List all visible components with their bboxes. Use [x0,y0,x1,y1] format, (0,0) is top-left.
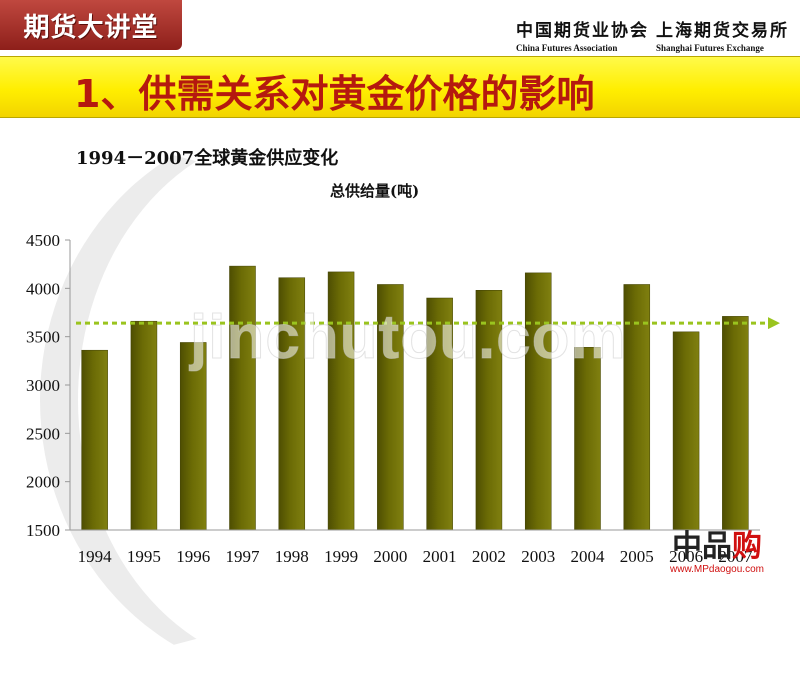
average-line-arrow [768,317,780,330]
slide-title: 1、供需关系对黄金价格的影响 [74,72,595,116]
y-tick-label: 1500 [26,521,60,540]
x-axis: 1994 1995 1996 1997 1998 1999 2000 2001 2002 2003… [70,529,760,566]
assoc2-en: Shanghai Futures Exchange [656,43,764,53]
bar-2002 [475,290,503,531]
x-tick-label: 2003 [521,547,555,566]
lecture-badge-text: 期货大讲堂 [23,12,159,43]
x-tick-label: 2006 [669,547,703,566]
bar-2001 [426,297,453,531]
y-tick-label: 3500 [26,328,60,347]
assoc1-en: China Futures Association [516,43,618,53]
x-tick-label: 2000 [373,547,407,566]
series-title: 总供给量(吨) [330,182,420,200]
x-tick-label: 2007 [718,547,753,566]
x-tick-label: 2001 [423,547,457,566]
watermark: jinchutou.com [190,303,627,373]
bar-2000 [377,284,404,531]
lecture-badge: 期货大讲堂 [0,0,182,50]
average-line-group [76,317,780,330]
bars-group [81,265,749,531]
shop-brand: 中品购 [654,530,780,564]
shop-url: www.MPdaogou.com [670,564,764,575]
bar-1996 [179,342,207,531]
y-tick-label: 3000 [26,376,60,395]
x-tick-label: 1994 [78,547,113,566]
bar-2005 [623,284,651,531]
bar-1999 [327,271,355,531]
bar-1997 [229,265,256,531]
x-tick-label: 2004 [571,547,606,566]
x-tick-label: 2005 [620,547,654,566]
bar-1998 [278,277,306,531]
assoc2-cn: 上海期货交易所 [656,21,789,41]
china-futures-association-logo: 中国期货业协会 China Futures Association [516,16,649,53]
slide-title-bar: 1、供需关系对黄金价格的影响 [0,56,800,118]
shop-logo: 中品购 www.MPdaogou.com [654,530,780,580]
bar-2006 [672,331,700,531]
x-tick-label: 1995 [127,547,161,566]
assoc1-cn: 中国期货业协会 [516,21,649,41]
bar-2003 [524,272,552,531]
shop-brand-a: 中品 [672,529,732,564]
bar-2007 [722,316,749,531]
shop-brand-b: 购 [732,529,762,564]
x-tick-label: 1999 [324,547,358,566]
y-tick-label: 2500 [26,424,60,443]
y-axis: 1500 2000 2500 3000 3500 4000 4500 [26,231,71,540]
bar-1995 [130,320,158,531]
bar-1994 [81,349,108,531]
x-tick-label: 1996 [176,547,210,566]
shanghai-futures-exchange-logo: 上海期货交易所 Shanghai Futures Exchange [656,16,789,53]
x-tick-label: 1997 [226,547,261,566]
y-tick-label: 4000 [26,279,60,298]
x-tick-label: 2002 [472,547,506,566]
y-tick-label: 4500 [26,231,60,250]
y-tick-label: 2000 [26,473,60,492]
bar-2004 [574,347,601,531]
chart-title: 1994－2007全球黄金供应变化 [76,148,339,169]
x-tick-label: 1998 [275,547,309,566]
